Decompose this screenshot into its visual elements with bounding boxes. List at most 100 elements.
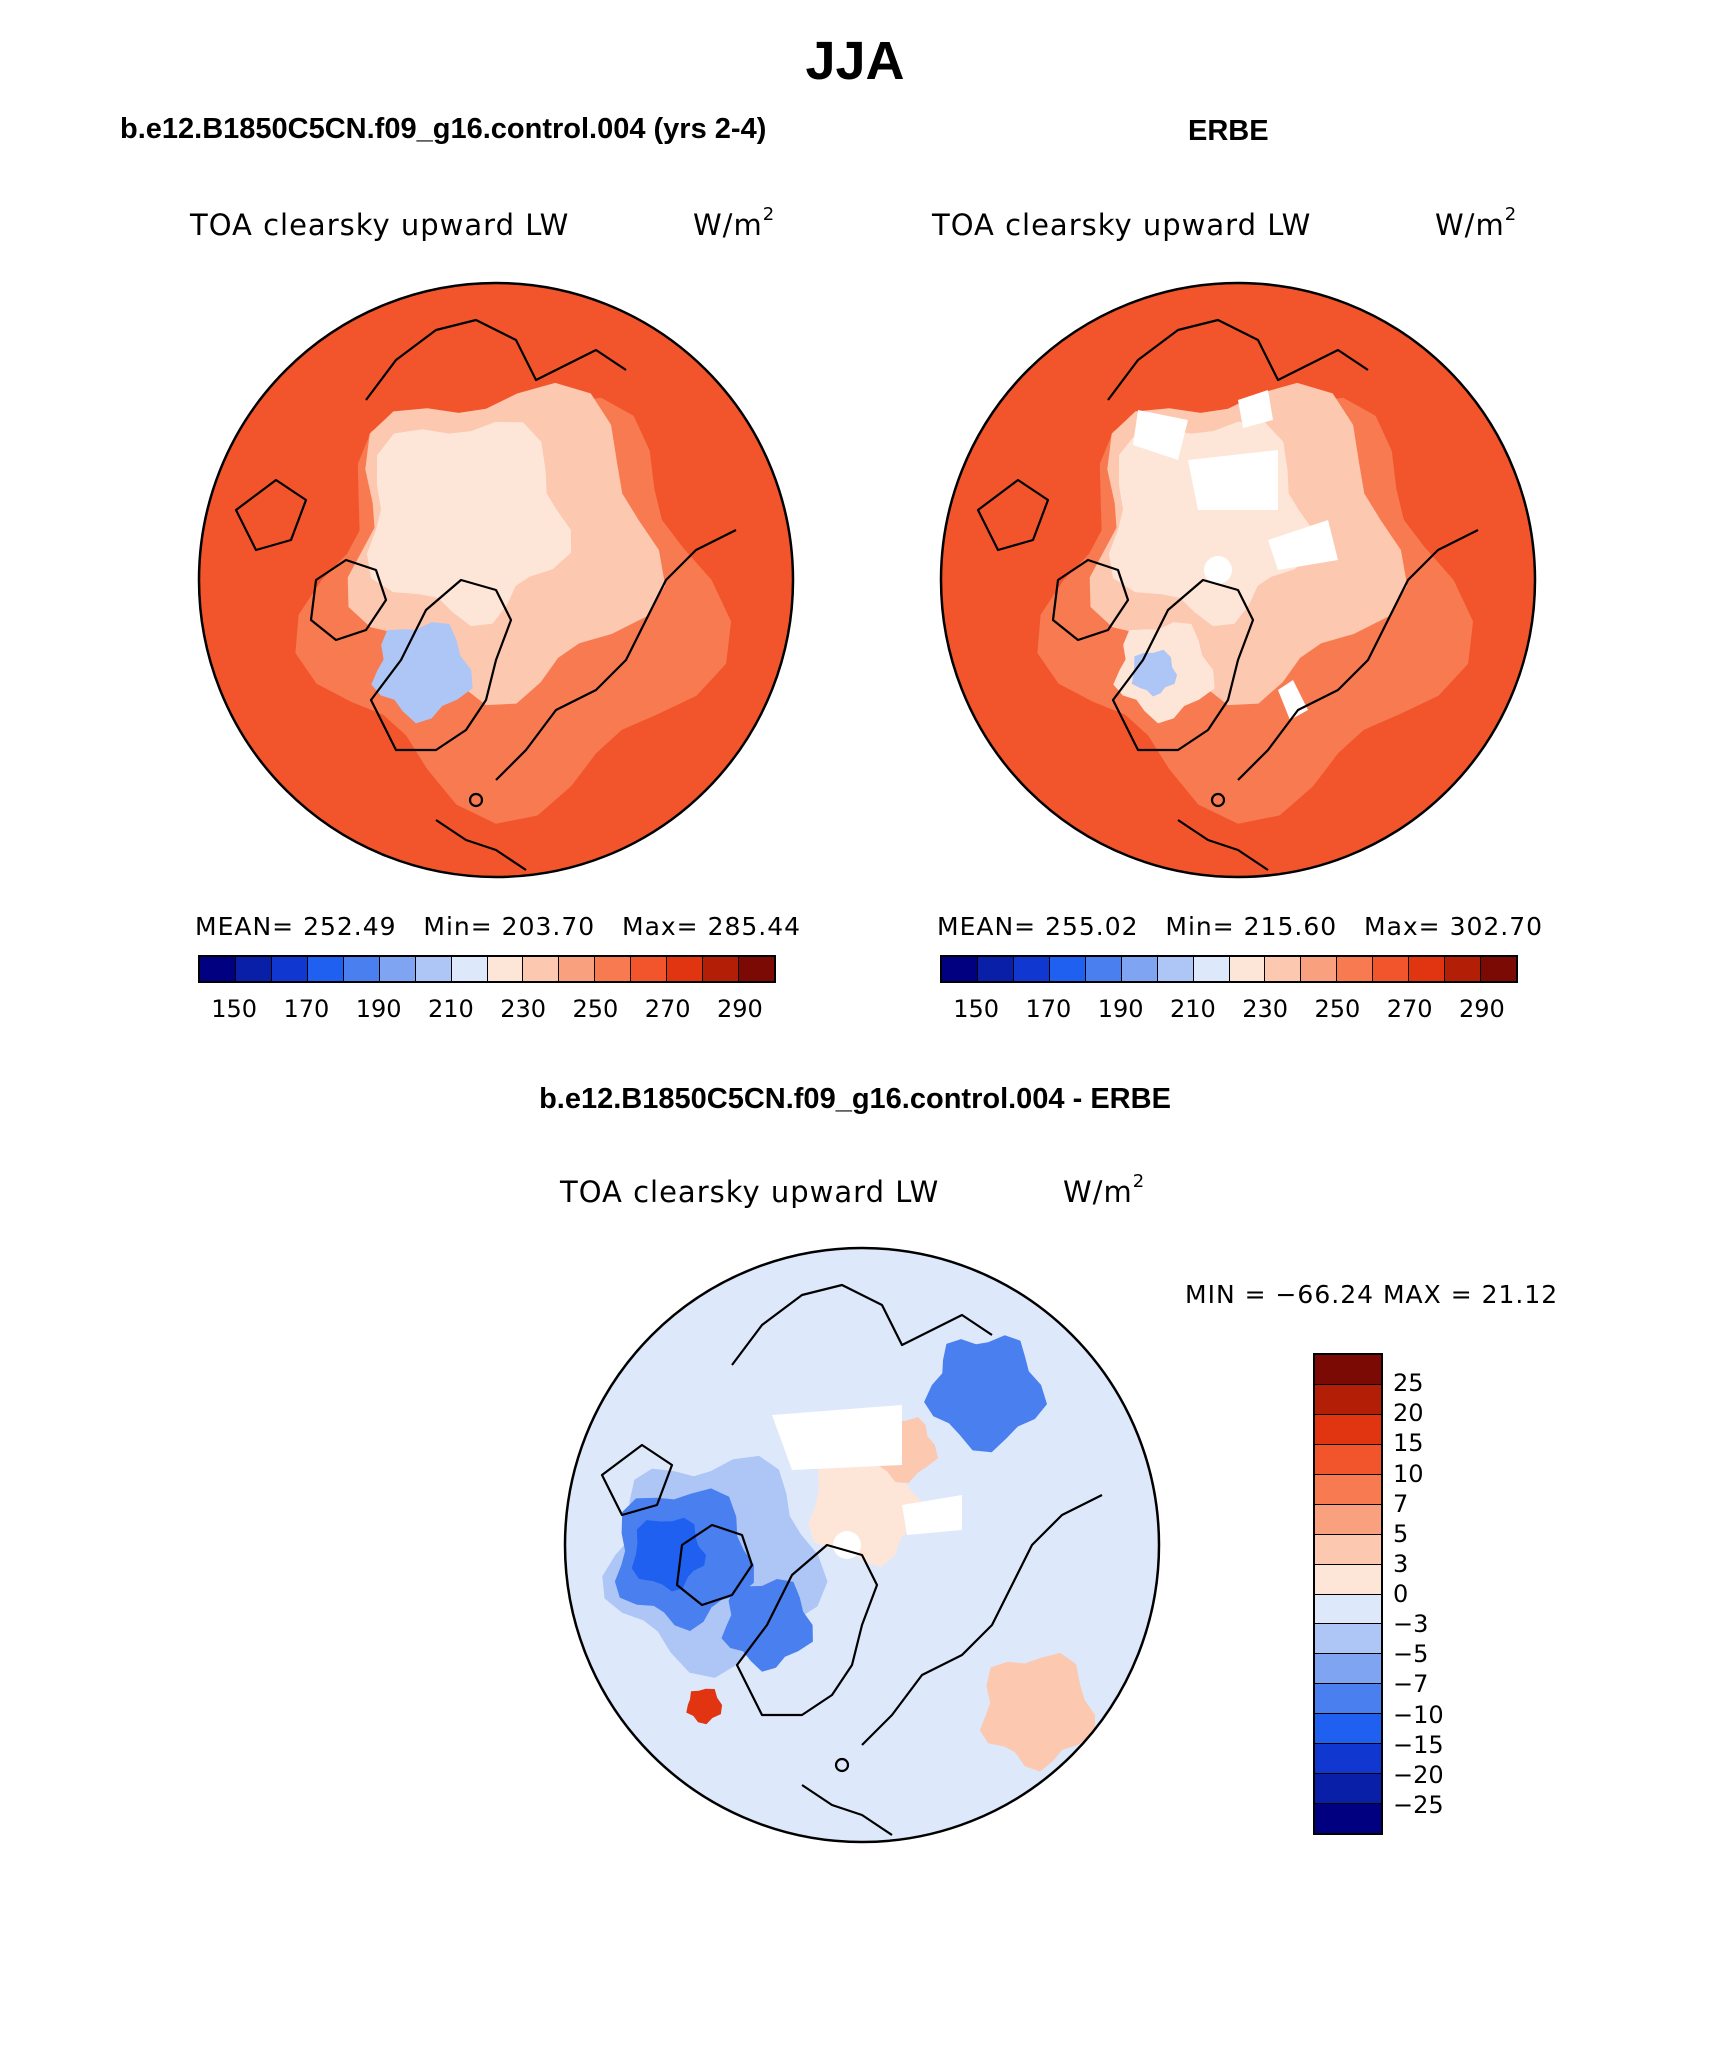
colorbar-tick-label: 170 bbox=[1025, 995, 1072, 1023]
colorbar-swatch bbox=[1409, 957, 1446, 981]
colorbar-tick-label: −10 bbox=[1393, 1700, 1444, 1729]
coastline-hudson bbox=[234, 478, 308, 552]
colorbar-swatch bbox=[1315, 1594, 1381, 1625]
model-case-title: b.e12.B1850C5CN.f09_g16.control.004 (yrs… bbox=[120, 113, 767, 145]
coastline-iceland bbox=[468, 792, 484, 808]
colorbar-tick-label: 250 bbox=[572, 995, 619, 1023]
colorbar-swatch bbox=[1315, 1654, 1381, 1685]
coastline-hudson bbox=[600, 1443, 674, 1517]
colorbar-tick-label: 5 bbox=[1393, 1519, 1409, 1548]
diff-units: W/m2 bbox=[1063, 1171, 1146, 1209]
coastline-north-america bbox=[365, 318, 627, 401]
model-colorbar bbox=[198, 955, 776, 983]
colorbar-tick-label: 7 bbox=[1393, 1489, 1409, 1518]
colorbar-swatch bbox=[559, 957, 596, 981]
coastline-canada-islands bbox=[309, 558, 388, 642]
colorbar-swatch bbox=[1481, 957, 1516, 981]
coastline-greenland bbox=[1111, 578, 1255, 752]
colorbar-swatch bbox=[200, 957, 236, 981]
diff-variable-label: TOA clearsky upward LW bbox=[560, 1175, 940, 1209]
colorbar-tick-label: 190 bbox=[355, 995, 402, 1023]
colorbar-swatch bbox=[977, 957, 1014, 981]
colorbar-swatch bbox=[595, 957, 632, 981]
map-field bbox=[565, 1248, 1159, 1842]
model-variable-label: TOA clearsky upward LW bbox=[190, 208, 570, 242]
colorbar-tick-label: 270 bbox=[644, 995, 691, 1023]
diff-colorbar-ticks: 25 20 15 10 7 5 3 0 −3 −5 −7 −10 −15 −20 −25 bbox=[1393, 1353, 1473, 1835]
field-pale bbox=[366, 421, 572, 627]
colorbar-swatch bbox=[1013, 957, 1050, 981]
diff-case-title: b.e12.B1850C5CN.f09_g16.control.004 - ER… bbox=[539, 1083, 1171, 1115]
colorbar-swatch bbox=[415, 957, 452, 981]
colorbar-swatch bbox=[1315, 1504, 1381, 1535]
model-polar-map bbox=[197, 281, 795, 879]
colorbar-swatch bbox=[379, 957, 416, 981]
diff-polar-map bbox=[563, 1246, 1161, 1844]
colorbar-tick-label: 150 bbox=[211, 995, 258, 1023]
field-diff-redspot bbox=[686, 1688, 723, 1725]
colorbar-swatch bbox=[1315, 1474, 1381, 1505]
coastline-scandinavia bbox=[1177, 819, 1269, 871]
colorbar-tick-label: 190 bbox=[1097, 995, 1144, 1023]
colorbar-swatch bbox=[1315, 1414, 1381, 1445]
missing-data-wedge bbox=[902, 1495, 962, 1535]
colorbar-swatch bbox=[1301, 957, 1338, 981]
colorbar-swatch bbox=[667, 957, 704, 981]
coastline-north-america bbox=[1107, 318, 1369, 401]
coastline-iceland bbox=[834, 1757, 850, 1773]
colorbar-tick-label: −5 bbox=[1393, 1640, 1429, 1669]
colorbar-tick-label: 0 bbox=[1393, 1580, 1409, 1608]
model-stats: MEAN= 252.49 Min= 203.70 Max= 285.44 bbox=[195, 912, 802, 941]
map-boundary bbox=[939, 281, 1537, 879]
colorbar-swatch bbox=[1315, 1534, 1381, 1565]
coastline-north-america bbox=[731, 1283, 993, 1366]
map-boundary bbox=[197, 281, 795, 879]
colorbar-tick-label: −25 bbox=[1393, 1790, 1444, 1819]
colorbar-tick-label: 290 bbox=[1458, 995, 1505, 1023]
obs-case-title: ERBE bbox=[1188, 115, 1269, 147]
colorbar-tick-label: 10 bbox=[1393, 1459, 1424, 1488]
coastlines bbox=[234, 318, 737, 871]
colorbar-swatch bbox=[1315, 1684, 1381, 1715]
obs-colorbar-ticks: 150 170 190 210 230 250 270 290 bbox=[940, 995, 1518, 1025]
colorbar-swatch bbox=[1049, 957, 1086, 981]
colorbar-swatch bbox=[271, 957, 308, 981]
obs-units: W/m2 bbox=[1435, 204, 1518, 242]
diff-minmax: MIN = −66.24 MAX = 21.12 bbox=[1185, 1280, 1559, 1309]
missing-data-pole bbox=[833, 1531, 861, 1559]
model-units: W/m2 bbox=[693, 204, 776, 242]
coastlines bbox=[976, 318, 1479, 871]
field-diff-bluedeep bbox=[631, 1517, 706, 1592]
missing-data-wedge bbox=[1268, 520, 1338, 570]
colorbar-tick-label: −3 bbox=[1393, 1610, 1429, 1639]
colorbar-tick-label: 290 bbox=[716, 995, 763, 1023]
model-colorbar-ticks: 150 170 190 210 230 250 270 290 bbox=[198, 995, 776, 1025]
coastlines bbox=[600, 1283, 1103, 1836]
coastline-scandinavia bbox=[801, 1784, 893, 1836]
field-diff-europe bbox=[979, 1652, 1096, 1772]
obs-polar-map bbox=[939, 281, 1537, 879]
colorbar-swatch bbox=[1315, 1714, 1381, 1745]
colorbar-tick-label: 230 bbox=[500, 995, 547, 1023]
colorbar-swatch bbox=[1373, 957, 1410, 981]
obs-colorbar bbox=[940, 955, 1518, 983]
map-field bbox=[941, 283, 1535, 877]
colorbar-tick-label: 20 bbox=[1393, 1399, 1424, 1428]
obs-variable-label: TOA clearsky upward LW bbox=[932, 208, 1312, 242]
colorbar-swatch bbox=[703, 957, 740, 981]
coastline-greenland bbox=[369, 578, 513, 752]
missing-data-wedge bbox=[1238, 390, 1273, 428]
map-boundary bbox=[563, 1246, 1161, 1844]
colorbar-swatch bbox=[1315, 1744, 1381, 1775]
colorbar-swatch bbox=[343, 957, 380, 981]
coastline-scandinavia bbox=[435, 819, 527, 871]
colorbar-swatch bbox=[487, 957, 524, 981]
colorbar-tick-label: 150 bbox=[953, 995, 1000, 1023]
field-diff-siberia bbox=[924, 1335, 1047, 1453]
coastline-iceland bbox=[1210, 792, 1226, 808]
coastline-canada-islands bbox=[675, 1523, 754, 1607]
colorbar-tick-label: −15 bbox=[1393, 1730, 1444, 1759]
coastline-greenland bbox=[735, 1543, 879, 1717]
missing-data-wedge bbox=[1278, 680, 1308, 720]
map-field bbox=[199, 283, 793, 877]
